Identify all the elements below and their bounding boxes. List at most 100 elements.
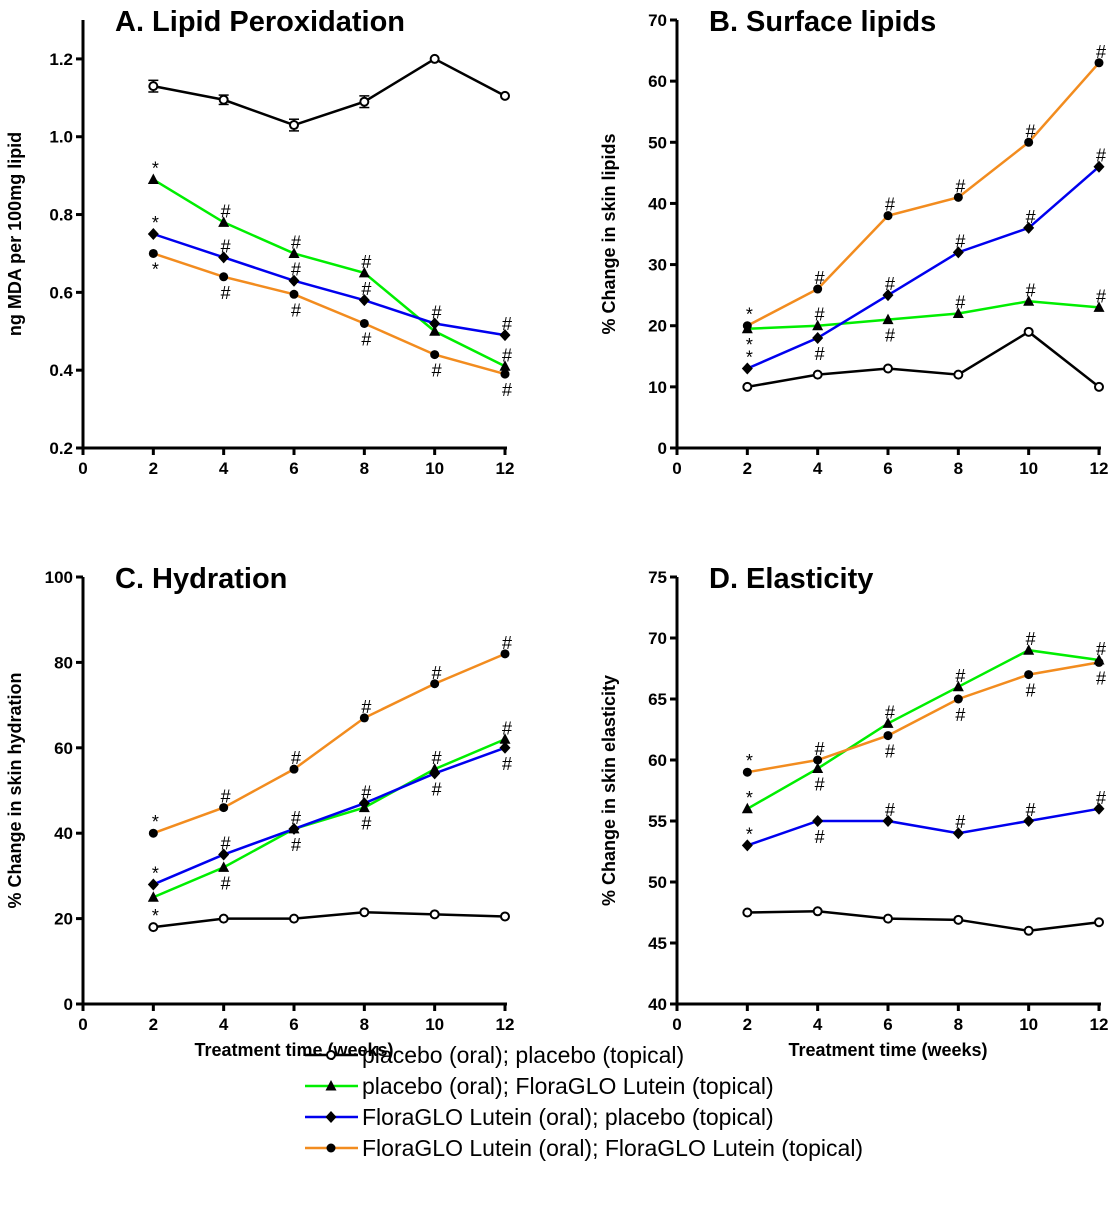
x-tick-label: 0 xyxy=(672,1015,681,1034)
data-point xyxy=(289,120,299,131)
series-line xyxy=(152,232,506,337)
data-point xyxy=(289,913,299,924)
y-tick-label: 30 xyxy=(648,256,667,275)
y-tick-label: 55 xyxy=(648,812,667,831)
x-tick-label: 2 xyxy=(743,459,752,478)
x-tick-label: 8 xyxy=(360,459,369,478)
panel-title: C. Hydration xyxy=(115,563,287,595)
significance-marker: * xyxy=(746,824,753,844)
data-point xyxy=(147,228,159,240)
significance-marker: # xyxy=(361,252,371,272)
x-tick-label: 10 xyxy=(425,459,444,478)
data-point xyxy=(882,815,894,827)
significance-marker: * xyxy=(152,812,159,832)
panel-title: B. Surface lipids xyxy=(709,6,936,38)
significance-marker: * xyxy=(746,788,753,808)
significance-marker: # xyxy=(361,814,371,834)
data-point xyxy=(359,907,370,918)
data-point xyxy=(500,369,510,379)
legend: placebo (oral); placebo (topical) placebo… xyxy=(305,1042,863,1161)
data-point xyxy=(429,53,440,64)
data-point xyxy=(812,369,823,380)
x-tick-label: 8 xyxy=(954,1015,963,1034)
significance-marker: # xyxy=(361,329,371,349)
y-tick-label: 20 xyxy=(54,910,73,929)
y-axis-label: % Change in skin hydration xyxy=(5,672,25,908)
significance-marker: * xyxy=(746,348,753,368)
series-line xyxy=(747,299,1100,331)
significance-marker: # xyxy=(1096,146,1106,166)
data-point xyxy=(1023,221,1035,234)
significance-marker: # xyxy=(1096,42,1106,62)
y-tick-label: 60 xyxy=(648,751,667,770)
data-point xyxy=(742,321,752,331)
significance-marker: # xyxy=(955,292,965,312)
significance-marker: # xyxy=(955,812,965,832)
data-point xyxy=(218,913,229,924)
significance-marker: # xyxy=(432,663,442,683)
significance-marker: # xyxy=(502,345,512,365)
legend-marker xyxy=(326,1143,336,1153)
chart-panel: 0 2 4 6 8 10 12 0.2 0.4 0.6 0.8 1.0 1.2 A. Lipid Pero… xyxy=(5,6,514,478)
data-point xyxy=(883,913,893,924)
significance-marker: # xyxy=(221,236,231,256)
data-point xyxy=(882,289,894,302)
significance-marker: # xyxy=(291,260,301,280)
data-point xyxy=(288,822,300,835)
y-tick-label: 0.6 xyxy=(49,283,73,302)
significance-marker: # xyxy=(1096,639,1106,659)
x-tick-label: 0 xyxy=(78,459,87,478)
x-tick-label: 10 xyxy=(1019,1015,1038,1034)
data-point xyxy=(812,815,824,827)
data-point xyxy=(219,272,229,282)
data-point xyxy=(218,861,230,872)
data-point xyxy=(1023,815,1035,827)
data-point xyxy=(429,909,440,920)
significance-marker: # xyxy=(291,835,301,855)
x-tick-label: 10 xyxy=(1019,459,1038,478)
data-point xyxy=(430,679,440,689)
legend-entry: placebo (oral); FloraGLO Lutein (topical… xyxy=(362,1073,774,1099)
y-tick-label: 0.4 xyxy=(49,361,73,380)
y-axis-label: % Change in skin lipids xyxy=(599,133,619,334)
legend-entry: placebo (oral); placebo (topical) xyxy=(362,1042,684,1068)
significance-marker: # xyxy=(955,176,965,196)
data-point xyxy=(430,350,440,360)
data-point xyxy=(148,922,159,933)
y-tick-label: 40 xyxy=(648,995,667,1014)
significance-marker: * xyxy=(152,159,159,179)
x-tick-label: 4 xyxy=(219,459,229,478)
data-point xyxy=(952,246,964,259)
data-point xyxy=(953,192,963,202)
significance-marker: # xyxy=(361,782,371,802)
significance-marker: # xyxy=(955,231,965,251)
x-tick-label: 12 xyxy=(496,1015,515,1034)
data-point xyxy=(882,313,894,325)
legend-marker xyxy=(325,1080,337,1091)
significance-marker: # xyxy=(432,748,442,768)
data-point xyxy=(952,680,964,692)
y-tick-label: 0.2 xyxy=(49,439,73,458)
significance-marker: # xyxy=(815,344,825,364)
data-point xyxy=(1023,644,1035,655)
legend-marker xyxy=(325,1111,337,1123)
chart-panel: 0 2 4 6 8 10 12 0 10 20 30 40 50 60 70 B. Surface lipid… xyxy=(599,6,1108,478)
significance-marker: # xyxy=(885,702,895,722)
data-point xyxy=(741,362,753,375)
significance-marker: # xyxy=(502,718,512,738)
significance-marker: # xyxy=(221,873,231,893)
significance-marker: # xyxy=(1026,800,1036,820)
y-tick-label: 1.0 xyxy=(49,128,73,147)
panel-title: D. Elasticity xyxy=(709,563,873,595)
series-line xyxy=(152,178,506,368)
x-tick-label: 0 xyxy=(672,459,681,478)
significance-marker: # xyxy=(361,697,371,717)
y-tick-label: 50 xyxy=(648,133,667,152)
data-point xyxy=(953,914,964,925)
significance-marker: # xyxy=(221,201,231,221)
y-tick-label: 10 xyxy=(648,378,667,397)
data-point xyxy=(500,649,510,659)
significance-marker: # xyxy=(885,800,895,820)
data-point xyxy=(218,251,230,264)
